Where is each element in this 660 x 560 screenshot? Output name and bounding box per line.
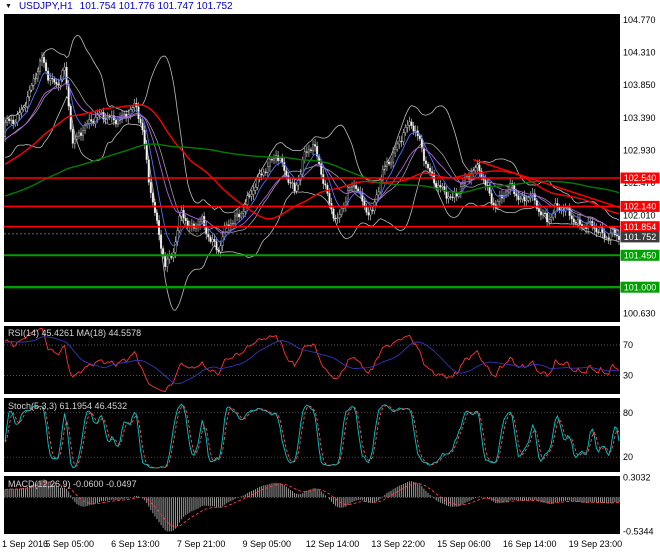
time-axis-label: 1 Sep 2016 xyxy=(2,539,48,549)
chart-title-bar: ▼ USDJPY,H1 101.754 101.776 101.747 101.… xyxy=(5,1,233,12)
time-axis-label: 9 Sep 05:00 xyxy=(243,539,292,549)
price-axis-tick: 102.930 xyxy=(623,145,656,155)
time-axis-label: 13 Sep 22:00 xyxy=(371,539,425,549)
rsi-indicator-label: RSI(14) 45.4261 MA(18) 44.5578 xyxy=(8,328,141,338)
rsi-axis-tick: 70 xyxy=(623,340,633,350)
price-label-box-text: 102.140 xyxy=(624,202,657,212)
price-label-box-text: 102.540 xyxy=(624,173,657,183)
time-axis-label: 5 Sep 05:00 xyxy=(45,539,94,549)
price-axis-tick: 102.010 xyxy=(623,211,656,221)
price-axis-tick: 103.390 xyxy=(623,113,656,123)
stoch-axis-tick: 80 xyxy=(623,408,633,418)
ohlc-quote-label: 101.754 101.776 101.747 101.752 xyxy=(80,1,233,12)
stoch-axis-tick: 20 xyxy=(623,452,633,462)
price-label-box-text: 101.000 xyxy=(624,282,657,292)
price-axis: 104.770104.310103.850103.390102.930102.4… xyxy=(621,15,660,318)
mt4-chart-window: { "header": { "dropdown_icon": "▼", "sym… xyxy=(0,0,660,560)
price-axis-tick: 100.630 xyxy=(623,308,656,318)
time-axis-label: 12 Sep 14:00 xyxy=(306,539,360,549)
time-axis: 1 Sep 20165 Sep 05:00 6 Sep 13:00 7 Sep 21… xyxy=(2,539,622,549)
stochastic-indicator-label: Stoch(5,3,3) 61.1954 46.4532 xyxy=(8,401,127,411)
macd-indicator-label: MACD(12,26,9) -0.0600 -0.0497 xyxy=(8,479,137,489)
macd-axis-tick: 0.3032 xyxy=(623,473,651,483)
price-axis-tick: 104.770 xyxy=(623,15,656,25)
macd-axis-tick: -0.5344 xyxy=(623,527,654,537)
symbol-period-label: USDJPY,H1 xyxy=(19,1,73,12)
time-axis-label: 6 Sep 13:00 xyxy=(111,539,160,549)
price-label-box-text: 101.450 xyxy=(624,251,657,261)
price-label-box-text: 101.752 xyxy=(624,232,657,242)
chart-canvas[interactable]: 104.770104.310103.850103.390102.930102.4… xyxy=(0,0,660,560)
price-axis-tick: 103.850 xyxy=(623,80,656,90)
time-axis-label: 16 Sep 14:00 xyxy=(503,539,557,549)
time-axis-label: 15 Sep 06:00 xyxy=(437,539,491,549)
time-axis-label: 19 Sep 23:00 xyxy=(569,539,623,549)
time-axis-label: 7 Sep 21:00 xyxy=(177,539,226,549)
price-axis-tick: 104.310 xyxy=(623,48,656,58)
dropdown-arrow-icon[interactable]: ▼ xyxy=(5,3,12,10)
rsi-axis-tick: 30 xyxy=(623,370,633,380)
price-label-box-text: 101.854 xyxy=(624,222,657,232)
